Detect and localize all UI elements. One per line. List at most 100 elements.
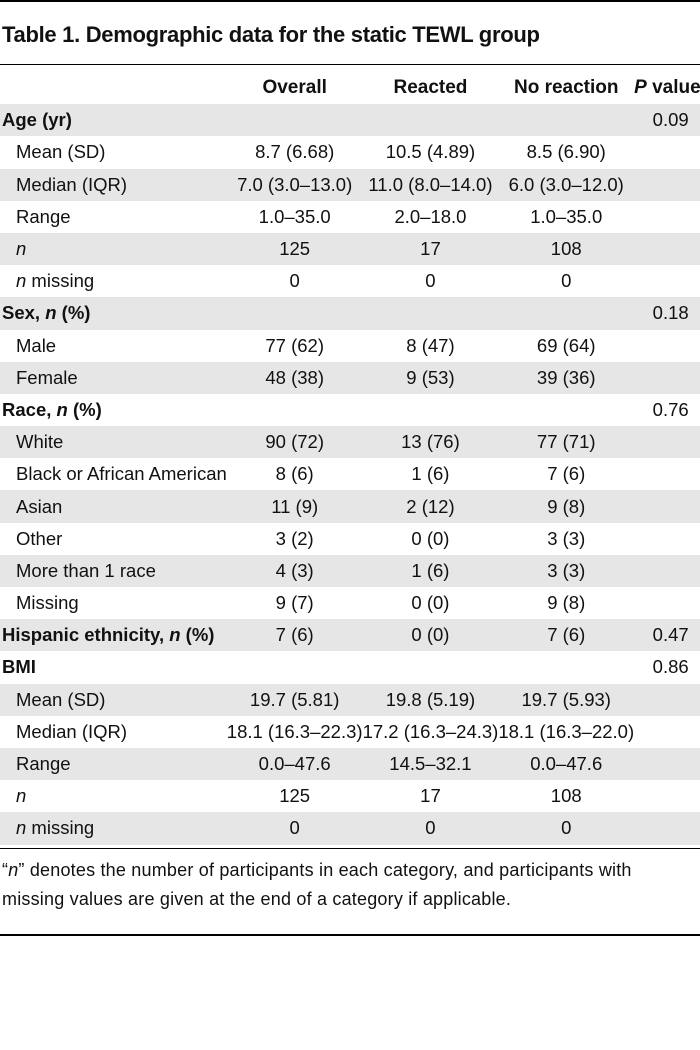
cell-p-value (634, 232, 700, 266)
cell-no-reaction (498, 297, 635, 330)
cell-overall: 8.7 (6.68) (255, 141, 335, 163)
cell-p-value (634, 330, 700, 362)
cell-no-reaction: 3 (3) (498, 554, 635, 587)
cell-no-reaction: 7 (6) (547, 463, 586, 485)
table-row: More than 1 race 4 (3) 1 (6) 3 (3) (0, 554, 700, 587)
section-row: Age (yr) 0.09 (0, 104, 700, 137)
cell-reacted: 11.0 (8.0–14.0) (362, 168, 499, 201)
table-bottom-rule (0, 848, 700, 849)
cell-no-reaction: 3 (3) (547, 527, 586, 549)
cell-no-reaction: 19.7 (5.93) (498, 683, 635, 716)
cell-overall: 0 (289, 270, 300, 292)
cell-overall: 77 (62) (265, 334, 324, 356)
table-row: Asian 11 (9) 2 (12) 9 (8) (0, 490, 700, 523)
cell-p-value (634, 523, 700, 555)
row-label: White (0, 426, 227, 459)
cell-p-value (634, 490, 700, 523)
table-row: Other 3 (2) 0 (0) 3 (3) (0, 523, 700, 555)
cell-reacted: 0 (425, 270, 436, 292)
cell-p-value (634, 136, 700, 168)
row-label: Asian (0, 490, 227, 523)
cell-p-value (634, 554, 700, 587)
cell-overall: 48 (38) (226, 361, 363, 394)
row-label: More than 1 race (0, 554, 227, 587)
cell-overall (227, 651, 363, 683)
cell-reacted: 2.0–18.0 (394, 205, 467, 227)
table-row: n 125 17 108 (0, 780, 700, 812)
cell-reacted: 19.8 (5.19) (362, 683, 499, 716)
header-blank (0, 72, 227, 104)
table-body: Age (yr) 0.09 Mean (SD) 8.7 (6.68) 10.5 (4.8… (0, 104, 700, 845)
section-row: Sex, n (%) 0.18 (0, 297, 700, 330)
row-label: Other (16, 527, 63, 549)
table-row: Missing 9 (7) 0 (0) 9 (8) (0, 587, 700, 619)
row-label: Hispanic ethnicity, n (%) (0, 619, 227, 652)
cell-p-value (634, 716, 700, 748)
table-row: Range 1.0–35.0 2.0–18.0 1.0–35.0 (0, 201, 700, 233)
cell-p-value: 0.76 (652, 398, 689, 420)
cell-reacted: 17 (362, 232, 499, 266)
row-label: Missing (16, 592, 79, 614)
cell-reacted: 14.5–32.1 (362, 747, 499, 781)
row-label: Sex, n (%) (0, 297, 227, 330)
cell-no-reaction: 0 (498, 812, 635, 845)
cell-reacted: 1 (6) (362, 554, 499, 587)
demographic-table: Overall Reacted No reaction P value Age … (0, 72, 700, 845)
table-row: n missing 0 0 0 (0, 265, 700, 297)
cell-no-reaction: 0 (561, 270, 572, 292)
table-row: Range 0.0–47.6 14.5–32.1 0.0–47.6 (0, 747, 700, 781)
cell-no-reaction: 8.5 (6.90) (526, 141, 606, 163)
cell-reacted: 17.2 (16.3–24.3) (362, 720, 499, 742)
cell-p-value (634, 265, 700, 297)
row-label: Range (16, 205, 71, 227)
cell-overall: 4 (3) (226, 554, 363, 587)
section-row: Race, n (%) 0.76 (0, 394, 700, 426)
table-row: n 125 17 108 (0, 232, 700, 266)
table-row: Male 77 (62) 8 (47) 69 (64) (0, 330, 700, 362)
table-row: Median (IQR) 18.1 (16.3–22.3) 17.2 (16.3–2… (0, 716, 700, 748)
col-header-overall: Overall (262, 77, 327, 99)
cell-no-reaction: 69 (64) (536, 334, 596, 356)
table-title: Table 1. Demographic data for the static… (2, 22, 540, 47)
cell-p-value: 0.86 (652, 656, 689, 678)
cell-overall: 3 (2) (275, 527, 314, 549)
cell-no-reaction: 9 (8) (547, 592, 586, 614)
cell-p-value (634, 812, 700, 845)
cell-p-value: 0.09 (634, 104, 700, 137)
section-row: Hispanic ethnicity, n (%) 7 (6) 0 (0) 7 (6)… (0, 619, 700, 652)
cell-p-value (634, 201, 700, 233)
cell-overall: 8 (6) (275, 463, 314, 485)
table-row: Mean (SD) 19.7 (5.81) 19.8 (5.19) 19.7 (5.9… (0, 683, 700, 716)
cell-reacted: 8 (47) (406, 334, 455, 356)
table-row: Female 48 (38) 9 (53) 39 (36) (0, 361, 700, 394)
footnote-text: “n” denotes the number of participants i… (2, 860, 632, 909)
top-rule (0, 0, 700, 2)
cell-no-reaction: 7 (6) (498, 619, 635, 652)
row-label: Median (IQR) (16, 720, 128, 742)
row-label: n (16, 785, 27, 807)
table-row: Mean (SD) 8.7 (6.68) 10.5 (4.89) 8.5 (6.90) (0, 136, 700, 168)
cell-reacted: 17 (420, 785, 441, 807)
cell-overall: 0.0–47.6 (226, 747, 363, 781)
cell-overall: 7 (6) (226, 619, 363, 652)
cell-overall: 18.1 (16.3–22.3) (226, 720, 363, 742)
cell-reacted (363, 651, 499, 683)
title-rule (0, 64, 700, 65)
table-row: n missing 0 0 0 (0, 812, 700, 845)
cell-p-value (634, 780, 700, 812)
table-row: White 90 (72) 13 (76) 77 (71) (0, 426, 700, 459)
cell-overall: 125 (226, 232, 363, 266)
cell-reacted: 9 (53) (362, 361, 499, 394)
row-label: Mean (SD) (0, 683, 227, 716)
cell-overall: 125 (279, 785, 311, 807)
cell-reacted: 10.5 (4.89) (385, 141, 476, 163)
col-header-p-value: P value (634, 77, 700, 99)
cell-overall: 7.0 (3.0–13.0) (226, 168, 363, 201)
footnote: “n” denotes the number of participants i… (2, 856, 692, 914)
cell-reacted: 0 (362, 812, 499, 845)
cell-no-reaction: 108 (550, 785, 582, 807)
cell-reacted: 1 (6) (411, 463, 450, 485)
cell-overall: 1.0–35.0 (258, 205, 331, 227)
table-row: Median (IQR) 7.0 (3.0–13.0) 11.0 (8.0–14.0… (0, 168, 700, 201)
cell-p-value (634, 168, 700, 201)
